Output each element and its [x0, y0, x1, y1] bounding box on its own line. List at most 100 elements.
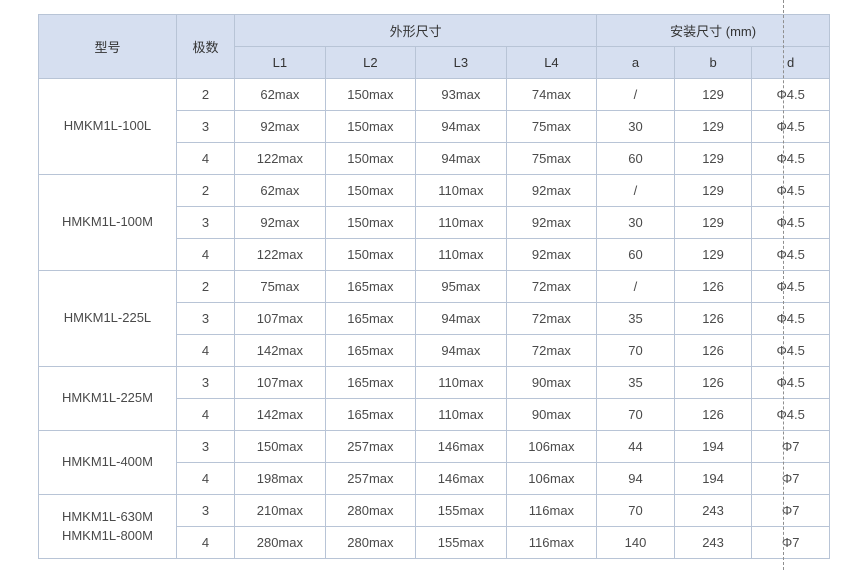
cell-L2: 165max: [325, 271, 416, 303]
cell-L2: 257max: [325, 431, 416, 463]
cell-pole: 4: [176, 143, 234, 175]
cell-b: 129: [674, 175, 752, 207]
cell-L2: 150max: [325, 79, 416, 111]
cell-b: 129: [674, 79, 752, 111]
cell-d: Φ7: [752, 431, 830, 463]
cell-L4: 75max: [506, 143, 597, 175]
cell-a: 35: [597, 367, 675, 399]
cell-L4: 90max: [506, 399, 597, 431]
cell-L1: 142max: [235, 335, 326, 367]
cell-L2: 150max: [325, 239, 416, 271]
cell-L3: 110max: [416, 399, 507, 431]
table-body: HMKM1L-100L262max150max93max74max/129Φ4.…: [39, 79, 830, 559]
cell-L2: 165max: [325, 303, 416, 335]
cell-pole: 4: [176, 463, 234, 495]
cell-L4: 106max: [506, 463, 597, 495]
cell-L4: 92max: [506, 175, 597, 207]
cell-b: 129: [674, 239, 752, 271]
table-row: HMKM1L-400M3150max257max146max106max4419…: [39, 431, 830, 463]
cell-L4: 116max: [506, 527, 597, 559]
cell-L3: 110max: [416, 175, 507, 207]
cell-L4: 90max: [506, 367, 597, 399]
cell-a: 30: [597, 111, 675, 143]
cell-model: HMKM1L-225M: [39, 367, 177, 431]
cell-a: 60: [597, 143, 675, 175]
header-poles: 极数: [176, 15, 234, 79]
table-row: HMKM1L-225M3107max165max110max90max35126…: [39, 367, 830, 399]
cell-b: 194: [674, 463, 752, 495]
cell-pole: 3: [176, 207, 234, 239]
cell-b: 243: [674, 527, 752, 559]
cell-L2: 150max: [325, 207, 416, 239]
cell-b: 126: [674, 271, 752, 303]
cell-L4: 72max: [506, 271, 597, 303]
cell-d: Φ4.5: [752, 111, 830, 143]
cell-L1: 198max: [235, 463, 326, 495]
table-row: HMKM1L-630MHMKM1L-800M3210max280max155ma…: [39, 495, 830, 527]
cell-d: Φ4.5: [752, 207, 830, 239]
cell-pole: 4: [176, 239, 234, 271]
cell-d: Φ4.5: [752, 239, 830, 271]
cell-pole: 3: [176, 495, 234, 527]
table-row: HMKM1L-225L275max165max95max72max/126Φ4.…: [39, 271, 830, 303]
cell-L3: 94max: [416, 111, 507, 143]
cell-a: /: [597, 271, 675, 303]
header-L4: L4: [506, 47, 597, 79]
cell-pole: 2: [176, 79, 234, 111]
cell-L3: 146max: [416, 431, 507, 463]
cell-a: 70: [597, 335, 675, 367]
header-group-mounting: 安装尺寸 (mm): [597, 15, 830, 47]
cell-pole: 3: [176, 303, 234, 335]
cell-a: 70: [597, 399, 675, 431]
cell-L2: 150max: [325, 143, 416, 175]
cell-model: HMKM1L-225L: [39, 271, 177, 367]
header-d: d: [752, 47, 830, 79]
cell-L4: 75max: [506, 111, 597, 143]
cell-L3: 94max: [416, 143, 507, 175]
cell-d: Φ4.5: [752, 367, 830, 399]
cell-L3: 155max: [416, 495, 507, 527]
cell-L1: 107max: [235, 303, 326, 335]
cell-L1: 280max: [235, 527, 326, 559]
cell-model: HMKM1L-630MHMKM1L-800M: [39, 495, 177, 559]
table-row: HMKM1L-100L262max150max93max74max/129Φ4.…: [39, 79, 830, 111]
header-model: 型号: [39, 15, 177, 79]
cell-L4: 92max: [506, 239, 597, 271]
cell-pole: 3: [176, 367, 234, 399]
cell-model: HMKM1L-400M: [39, 431, 177, 495]
cell-L4: 116max: [506, 495, 597, 527]
header-L3: L3: [416, 47, 507, 79]
cell-d: Φ4.5: [752, 335, 830, 367]
cell-d: Φ7: [752, 463, 830, 495]
cell-b: 129: [674, 143, 752, 175]
cell-a: 94: [597, 463, 675, 495]
cell-a: /: [597, 175, 675, 207]
cell-pole: 3: [176, 431, 234, 463]
cell-pole: 4: [176, 527, 234, 559]
cell-L1: 122max: [235, 143, 326, 175]
cell-L2: 165max: [325, 399, 416, 431]
cell-b: 194: [674, 431, 752, 463]
cell-L3: 110max: [416, 207, 507, 239]
cell-d: Φ4.5: [752, 399, 830, 431]
cell-L1: 210max: [235, 495, 326, 527]
cell-L1: 142max: [235, 399, 326, 431]
header-group-outline: 外形尺寸: [235, 15, 597, 47]
cell-L1: 107max: [235, 367, 326, 399]
cell-d: Φ4.5: [752, 79, 830, 111]
cell-L2: 150max: [325, 111, 416, 143]
cell-L1: 150max: [235, 431, 326, 463]
cell-d: Φ4.5: [752, 175, 830, 207]
cell-L2: 150max: [325, 175, 416, 207]
cell-a: 35: [597, 303, 675, 335]
cell-L2: 165max: [325, 335, 416, 367]
cell-pole: 2: [176, 175, 234, 207]
cell-pole: 4: [176, 399, 234, 431]
cell-L3: 155max: [416, 527, 507, 559]
cell-L1: 62max: [235, 175, 326, 207]
header-a: a: [597, 47, 675, 79]
cell-L4: 74max: [506, 79, 597, 111]
cell-L2: 280max: [325, 495, 416, 527]
cell-pole: 4: [176, 335, 234, 367]
cell-a: 140: [597, 527, 675, 559]
